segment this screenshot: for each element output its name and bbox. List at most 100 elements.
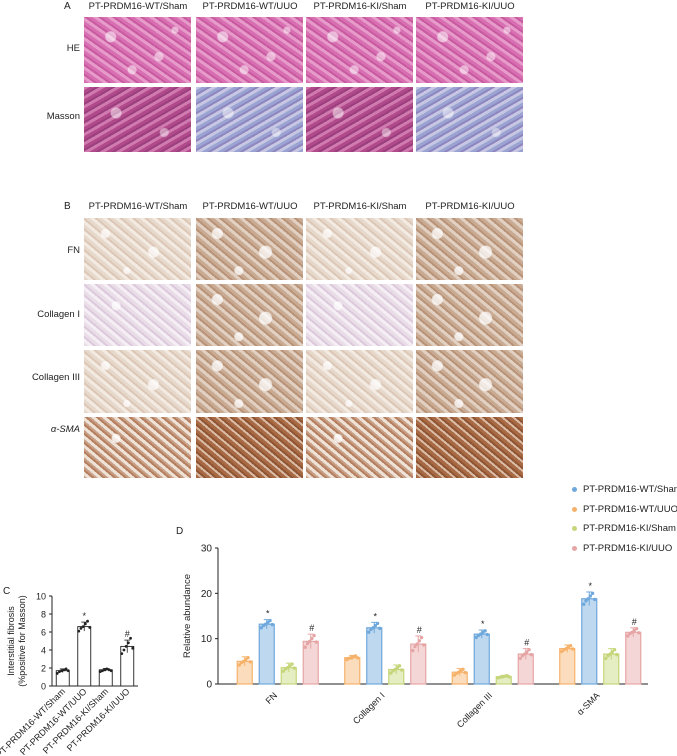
panel-c-letter: C <box>3 586 11 597</box>
data-point <box>634 626 639 631</box>
panel-b-row-label: Collagen I <box>37 309 80 320</box>
fn-micrograph <box>84 218 191 280</box>
data-point <box>637 631 641 635</box>
significance-mark: * <box>373 611 377 621</box>
fn-micrograph <box>416 218 523 280</box>
data-point <box>590 591 595 596</box>
y-tick-label: 4 <box>41 646 46 656</box>
data-point <box>86 619 89 623</box>
collagen-iii-micrograph <box>416 350 523 413</box>
data-point <box>237 663 241 667</box>
panel-b-row-label: α-SMA <box>50 424 80 435</box>
x-tick-label: Collagen III <box>455 690 494 728</box>
data-point <box>66 669 70 673</box>
legend-swatch <box>572 526 577 531</box>
bar <box>258 623 275 685</box>
data-point <box>79 627 83 630</box>
data-point <box>246 656 250 660</box>
x-tick-label: α-SMA <box>575 690 602 717</box>
data-point <box>83 622 87 626</box>
bar <box>366 627 383 685</box>
data-point <box>103 668 107 672</box>
panel-a-row-label: Masson <box>46 111 80 122</box>
y-tick-label: 8 <box>41 610 46 620</box>
data-point <box>525 650 529 654</box>
panel-d-chart: 0 10 20 30 Relative abundance * # FN * # Collagen … <box>182 544 648 728</box>
data-point <box>77 629 81 633</box>
y-tick-label: 0 <box>41 682 46 692</box>
data-point <box>397 664 402 668</box>
data-point <box>281 669 285 674</box>
significance-mark: # <box>524 638 529 648</box>
y-axis-title: (%positive for Masson) <box>17 595 27 687</box>
panel-a-col-label: PT-PRDM16-KI/UUO <box>425 1 515 12</box>
collagen-iii-micrograph <box>196 350 303 413</box>
legend-swatch <box>572 546 577 551</box>
panel-b-col-label: PT-PRDM16-WT/UUO <box>202 201 298 212</box>
data-point <box>81 625 85 628</box>
alpha-sma-micrograph <box>84 417 191 478</box>
data-point <box>422 643 426 647</box>
data-point <box>268 618 272 623</box>
data-point <box>131 646 135 650</box>
bar <box>559 648 576 685</box>
collagen-iii-micrograph <box>84 350 191 413</box>
data-point <box>518 656 522 661</box>
significance-mark: * <box>82 611 86 621</box>
he-micrograph <box>84 17 191 83</box>
x-tick-label: FN <box>264 690 280 706</box>
legend-label: PT-PRDM16-KI/UUO <box>583 543 673 554</box>
significance-mark: * <box>481 619 485 629</box>
data-point <box>120 652 124 655</box>
data-point <box>375 621 380 626</box>
y-tick-label: 2 <box>41 664 46 674</box>
data-point <box>400 668 404 672</box>
significance-mark: # <box>632 617 637 627</box>
y-tick-label: 6 <box>41 628 46 638</box>
data-point <box>615 652 619 657</box>
bar <box>344 657 361 685</box>
data-point <box>586 597 590 601</box>
legend-label: PT-PRDM16-WT/Sham <box>583 484 677 495</box>
y-tick-label: 0 <box>206 680 212 691</box>
data-point <box>314 640 318 644</box>
y-tick-label: 10 <box>36 592 46 602</box>
data-point <box>367 630 371 634</box>
y-tick-label: 10 <box>201 634 213 645</box>
significance-mark: # <box>125 629 130 639</box>
data-point <box>356 656 360 660</box>
data-point <box>307 639 312 644</box>
legend-swatch <box>572 507 577 512</box>
data-point <box>612 648 617 652</box>
data-point <box>312 633 316 638</box>
data-point <box>568 644 573 648</box>
data-point <box>109 669 113 673</box>
data-point <box>571 647 575 651</box>
data-point <box>626 634 630 638</box>
panel-b-letter: B <box>64 201 71 212</box>
data-point <box>588 594 593 598</box>
panel-b-row-label: Collagen III <box>31 372 80 383</box>
data-point <box>411 648 415 653</box>
data-point <box>483 629 487 633</box>
data-point <box>527 648 531 652</box>
data-point <box>593 597 597 602</box>
data-point <box>474 635 478 640</box>
data-point <box>373 623 378 628</box>
legend-item: PT-PRDM16-WT/UUO <box>572 504 677 515</box>
panel-b-col-label: PT-PRDM16-KI/Sham <box>313 201 407 212</box>
panel-b-col-label: PT-PRDM16-WT/Sham <box>88 201 188 212</box>
data-point <box>60 669 64 673</box>
data-point <box>305 641 310 646</box>
data-point <box>129 636 132 640</box>
panel-a-letter: A <box>64 1 71 12</box>
data-point <box>310 636 314 641</box>
data-point <box>582 602 586 606</box>
significance-mark: * <box>588 581 592 591</box>
data-point <box>507 675 511 679</box>
data-point <box>290 662 294 666</box>
data-point <box>415 642 419 646</box>
data-point <box>419 635 424 640</box>
bar <box>77 626 92 687</box>
data-point <box>522 652 527 656</box>
